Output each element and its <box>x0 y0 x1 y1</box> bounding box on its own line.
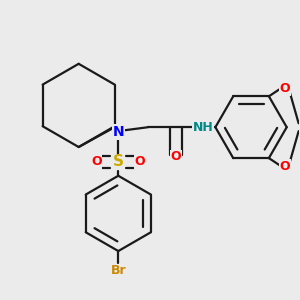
Text: S: S <box>113 154 124 169</box>
Text: O: O <box>279 160 290 172</box>
Text: NH: NH <box>193 121 214 134</box>
Text: O: O <box>279 82 290 95</box>
Text: Br: Br <box>110 264 126 278</box>
Text: O: O <box>170 150 181 164</box>
Text: N: N <box>112 125 124 139</box>
Text: O: O <box>91 155 102 168</box>
Text: O: O <box>135 155 146 168</box>
